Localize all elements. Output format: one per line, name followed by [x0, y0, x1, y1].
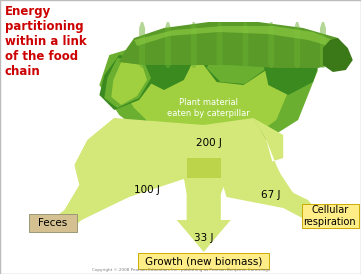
Polygon shape	[139, 40, 194, 90]
Polygon shape	[177, 178, 231, 252]
Polygon shape	[320, 22, 326, 68]
Polygon shape	[191, 22, 197, 68]
Text: Copyright © 2008 Pearson Education, Inc., publishing as Pearson Benjamin Cumming: Copyright © 2008 Pearson Education, Inc.…	[92, 268, 270, 272]
Polygon shape	[55, 118, 187, 228]
Polygon shape	[242, 22, 248, 68]
Polygon shape	[104, 58, 151, 108]
FancyBboxPatch shape	[138, 253, 269, 269]
Polygon shape	[99, 55, 154, 110]
Polygon shape	[55, 118, 316, 250]
Polygon shape	[165, 22, 171, 68]
Polygon shape	[139, 22, 145, 68]
Text: 67 J: 67 J	[261, 190, 280, 200]
Text: Growth (new biomass): Growth (new biomass)	[145, 256, 262, 266]
Polygon shape	[268, 22, 274, 68]
Text: Plant material
eaten by caterpillar: Plant material eaten by caterpillar	[167, 98, 250, 118]
Text: 33 J: 33 J	[194, 233, 213, 243]
Polygon shape	[217, 22, 223, 68]
Text: 200 J: 200 J	[196, 138, 222, 148]
Text: 100 J: 100 J	[134, 185, 160, 195]
Polygon shape	[294, 22, 300, 68]
FancyBboxPatch shape	[302, 204, 359, 228]
Polygon shape	[164, 125, 244, 158]
Polygon shape	[99, 35, 318, 165]
Polygon shape	[323, 38, 353, 72]
Text: Cellular
respiration: Cellular respiration	[303, 205, 356, 227]
Polygon shape	[187, 158, 221, 178]
Text: Feces: Feces	[38, 218, 67, 228]
FancyBboxPatch shape	[29, 214, 77, 232]
Polygon shape	[263, 48, 320, 95]
Polygon shape	[134, 26, 338, 48]
Polygon shape	[207, 38, 264, 84]
Polygon shape	[111, 62, 147, 105]
Polygon shape	[221, 118, 318, 220]
Polygon shape	[119, 22, 348, 68]
Text: Energy
partitioning
within a link
of the food
chain: Energy partitioning within a link of the…	[5, 5, 87, 78]
Polygon shape	[204, 35, 266, 85]
Polygon shape	[117, 48, 293, 162]
